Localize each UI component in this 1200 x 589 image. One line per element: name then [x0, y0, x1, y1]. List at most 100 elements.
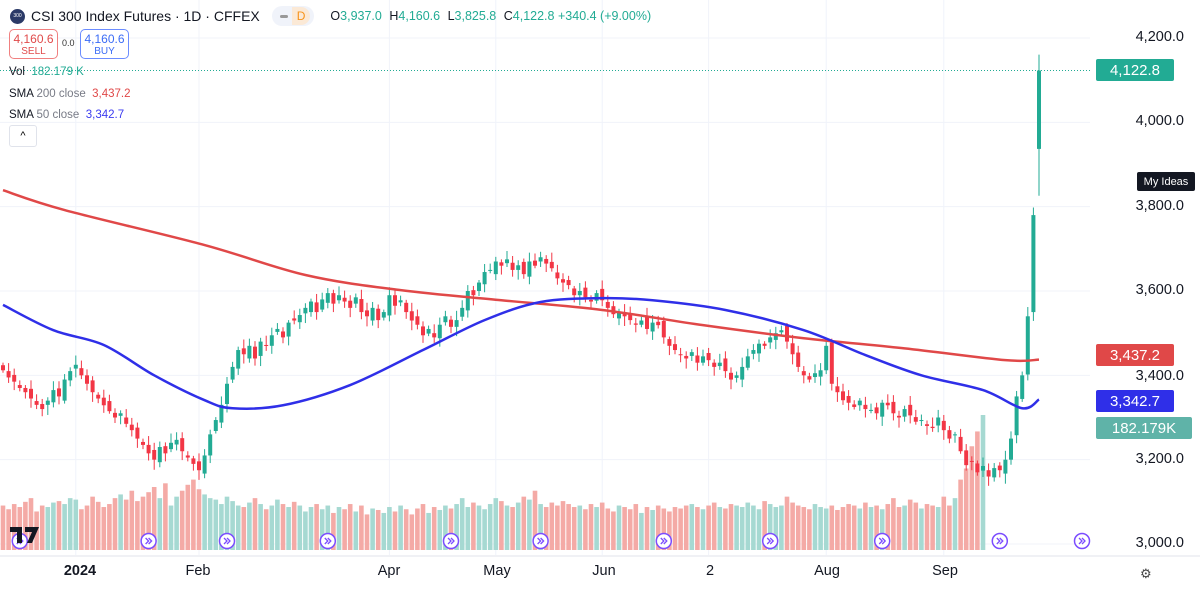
- volume-bar: [767, 504, 773, 550]
- candle-body: [958, 436, 963, 452]
- volume-bar: [364, 514, 370, 550]
- volume-bar: [56, 501, 62, 550]
- volume-bar: [745, 502, 751, 550]
- candle-body: [589, 299, 593, 302]
- volume-bar: [140, 496, 146, 550]
- high-value: 4,160.6: [398, 9, 441, 23]
- volume-bar: [896, 507, 902, 550]
- candle-body: [62, 379, 67, 401]
- candle-body: [219, 404, 224, 423]
- candle-body: [566, 280, 571, 286]
- candle-body: [650, 322, 655, 332]
- volume-bar: [263, 509, 269, 550]
- candle-body: [213, 420, 218, 431]
- buy-button[interactable]: 4,160.6 BUY: [80, 29, 129, 59]
- candle-body: [141, 441, 145, 445]
- candle-body: [611, 306, 616, 315]
- candle-body: [639, 320, 644, 325]
- volume-bar: [801, 507, 807, 550]
- volume-bar: [135, 501, 140, 550]
- candle-body: [23, 387, 28, 393]
- volume-bar: [403, 509, 409, 550]
- legend-sma50[interactable]: SMA 50 close 3,342.7: [9, 109, 124, 121]
- volume-bar: [790, 502, 795, 550]
- volume-bar: [319, 509, 325, 550]
- market-status-badge[interactable]: D: [271, 6, 315, 26]
- candle-body: [902, 409, 907, 417]
- volume-bar: [39, 505, 45, 550]
- volume-bar: [79, 509, 84, 550]
- candle-body: [331, 293, 336, 304]
- candle-body: [180, 438, 185, 452]
- volume-bar: [969, 446, 975, 550]
- volume-bar: [179, 490, 185, 550]
- low-label: L: [447, 9, 455, 23]
- volume-bar: [571, 507, 577, 550]
- volume-bar: [398, 505, 403, 550]
- volume-bar: [426, 512, 431, 550]
- candle-body: [633, 323, 638, 325]
- volume-bar: [112, 498, 118, 550]
- volume-bar: [275, 499, 280, 550]
- candle-body: [348, 300, 353, 308]
- sma200-price-tag: 3,437.2: [1096, 344, 1174, 366]
- y-tick: 3,000.0: [1135, 535, 1184, 551]
- candle-body: [544, 258, 549, 264]
- candle-body: [90, 380, 95, 393]
- volume-bar: [739, 507, 745, 550]
- open-value: 3,937.0: [340, 9, 382, 23]
- volume-bar: [521, 496, 527, 550]
- x-tick: May: [483, 563, 511, 579]
- volume-bar: [230, 501, 235, 550]
- candle-body: [325, 293, 330, 303]
- candle-body: [353, 297, 358, 304]
- volume-bar: [247, 502, 252, 550]
- symbol-title[interactable]: CSI 300 Index Futures · 1D · CFFEX: [31, 8, 260, 24]
- volume-bar: [879, 509, 885, 550]
- candle-body: [320, 299, 325, 310]
- legend-volume[interactable]: Vol 182.179 K: [9, 66, 84, 78]
- legend-params: 200 close: [36, 88, 86, 100]
- volume-bar: [415, 508, 420, 550]
- volume-bar: [784, 496, 790, 550]
- volume-bar: [952, 498, 958, 550]
- volume-bar: [655, 505, 661, 550]
- volume-bar: [913, 502, 919, 550]
- candle-body: [981, 465, 985, 471]
- volume-bar: [303, 511, 308, 550]
- settings-gear-icon[interactable]: ⚙: [1140, 566, 1152, 581]
- candle-body: [247, 345, 252, 359]
- candle-body: [426, 328, 431, 334]
- volume-bar: [868, 507, 874, 550]
- candle-body: [370, 307, 375, 321]
- candle-body: [157, 447, 162, 463]
- my-ideas-tooltip[interactable]: My Ideas: [1137, 172, 1195, 191]
- sell-button[interactable]: 4,160.6 SELL: [9, 29, 58, 59]
- volume-bar: [588, 504, 594, 550]
- candle-body: [997, 465, 1002, 471]
- volume-bar: [213, 499, 219, 550]
- chevron-up-icon[interactable]: ^: [9, 125, 37, 147]
- candle-body: [757, 343, 761, 354]
- buy-label: BUY: [94, 45, 115, 57]
- candle-body: [449, 319, 453, 327]
- x-tick: Apr: [377, 563, 401, 579]
- close-label: C: [503, 9, 513, 23]
- candle-body: [124, 417, 129, 424]
- volume-bar: [454, 504, 459, 550]
- candle-body: [398, 300, 403, 303]
- candle-body: [913, 417, 918, 422]
- volume-bar: [751, 505, 756, 550]
- candle-body: [303, 307, 308, 314]
- volume-bar: [661, 508, 667, 550]
- candle-body: [73, 364, 78, 369]
- volume-bar: [633, 504, 639, 550]
- volume-bar: [325, 505, 331, 550]
- x-tick: Sep: [932, 563, 958, 579]
- event-arrow-icon: [324, 537, 332, 545]
- volume-bar: [963, 468, 969, 550]
- volume-bar: [605, 508, 611, 550]
- volume-bar: [409, 514, 415, 550]
- legend-sma200[interactable]: SMA 200 close 3,437.2: [9, 88, 131, 100]
